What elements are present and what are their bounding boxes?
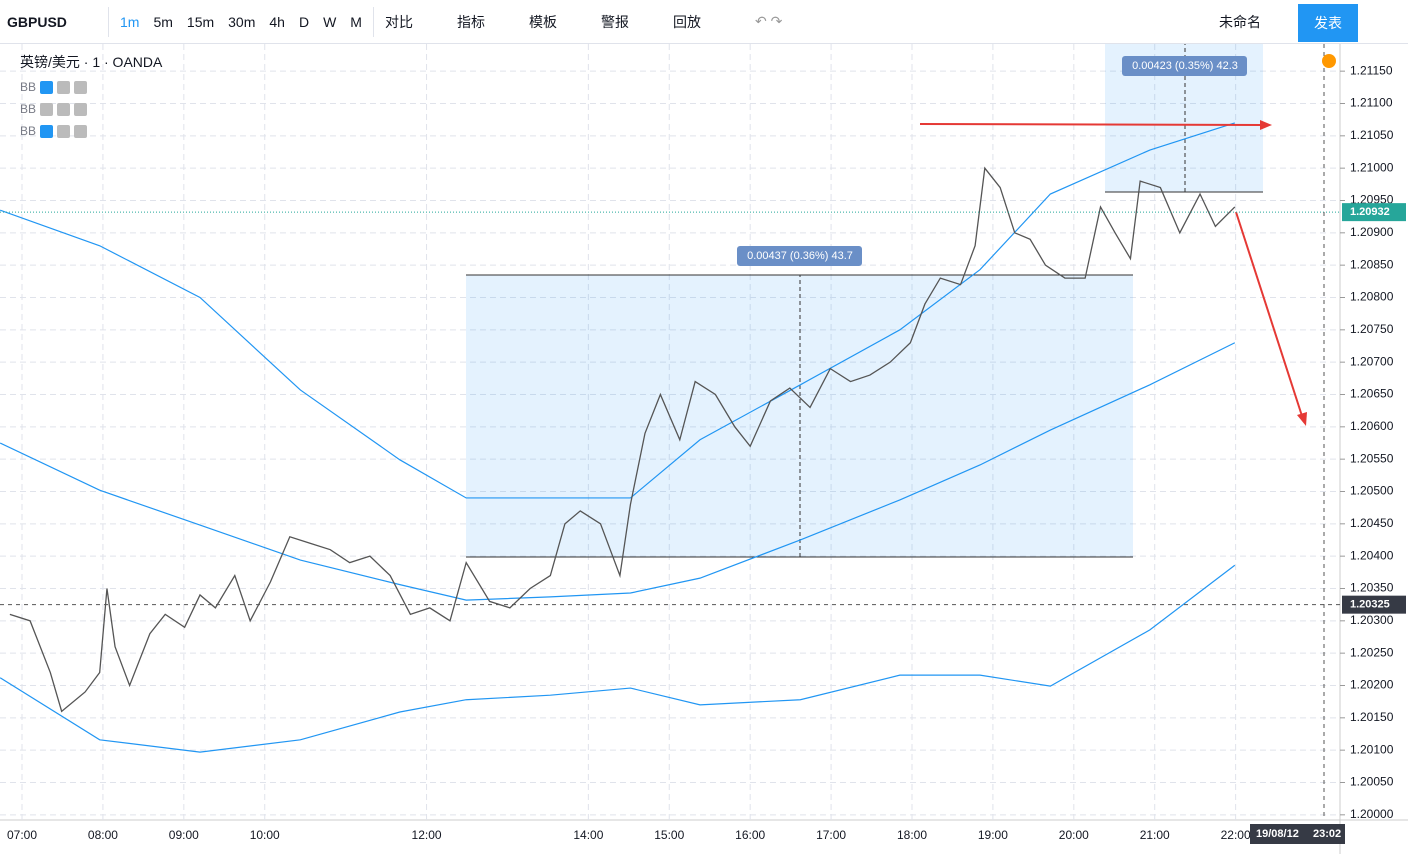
bollinger-band bbox=[0, 122, 1236, 499]
indicator-icon[interactable] bbox=[40, 80, 54, 94]
separator bbox=[372, 6, 374, 37]
measure-label: 0.00437 (0.36%) 43.7 bbox=[747, 250, 853, 262]
interval[interactable]: 4h bbox=[269, 13, 285, 30]
indicator-icon[interactable] bbox=[74, 102, 88, 116]
y-tick-label: 1.20450 bbox=[1350, 516, 1394, 530]
tool-button[interactable]: 对比 bbox=[384, 13, 413, 30]
y-tick-label: 1.20900 bbox=[1350, 225, 1394, 239]
measure-label-bg bbox=[737, 246, 862, 266]
cursor-time: 23:02 bbox=[1313, 828, 1341, 840]
drawn-arrow bbox=[919, 123, 1263, 126]
publish-button[interactable]: 发表 bbox=[1298, 4, 1358, 42]
symbol[interactable]: GBPUSD bbox=[7, 13, 67, 30]
indicator-icon[interactable] bbox=[74, 80, 88, 94]
x-tick-label: 19:00 bbox=[978, 828, 1008, 842]
y-tick-label: 1.20300 bbox=[1350, 613, 1394, 627]
legend-title: 英镑/美元 · 1 · OANDA bbox=[20, 54, 163, 70]
y-tick-label: 1.20350 bbox=[1350, 581, 1394, 595]
chart: 1.20000 1.20050 1.20100 1.20150 1.20200 1.202… bbox=[0, 44, 1408, 854]
indicator-icon[interactable] bbox=[40, 102, 54, 116]
x-tick-label: 08:00 bbox=[88, 828, 118, 842]
y-tick-label: 1.20250 bbox=[1350, 645, 1394, 659]
y-tick-label: 1.20500 bbox=[1350, 484, 1394, 498]
interval[interactable]: 30m bbox=[228, 13, 256, 30]
y-tick-label: 1.21100 bbox=[1350, 96, 1393, 110]
cursor-time-tag bbox=[1250, 824, 1345, 844]
x-tick-label: 10:00 bbox=[250, 828, 280, 842]
tool-button[interactable]: 指标 bbox=[456, 13, 485, 30]
x-tick-label: 07:00 bbox=[7, 828, 37, 842]
arrow-head bbox=[1260, 120, 1272, 130]
y-tick-label: 1.20050 bbox=[1350, 775, 1394, 789]
y-tick-label: 1.20400 bbox=[1350, 548, 1394, 562]
interval[interactable]: M bbox=[350, 13, 362, 30]
indicator-icon[interactable] bbox=[40, 124, 54, 138]
y-tick-label: 1.21000 bbox=[1350, 160, 1394, 174]
indicator-name: BB bbox=[20, 80, 37, 94]
cursor-price-label: 1.20325 bbox=[1350, 599, 1390, 611]
tools: 对比 指标 模板 警报 回放 bbox=[378, 12, 708, 32]
indicator-icon[interactable] bbox=[57, 102, 71, 116]
interval[interactable]: 1m bbox=[120, 13, 140, 30]
y-tick-label: 1.20650 bbox=[1350, 387, 1394, 401]
drawn-arrow bbox=[1235, 211, 1303, 417]
bollinger-band bbox=[0, 342, 1236, 601]
x-tick-label: 14:00 bbox=[573, 828, 603, 842]
arrow-head bbox=[1297, 412, 1307, 426]
toolbar: GBPUSD 1m 5m 15m 30m 4h D W M 对比 指标 模板 警报 回放 ↶ ↷ 未命… bbox=[0, 0, 1408, 44]
x-tick-label: 12:00 bbox=[412, 828, 442, 842]
y-tick-label: 1.20850 bbox=[1350, 257, 1394, 271]
y-tick-label: 1.21050 bbox=[1350, 128, 1394, 142]
interval[interactable]: 5m bbox=[153, 13, 173, 30]
interval[interactable]: 15m bbox=[186, 13, 215, 30]
x-tick-label: 17:00 bbox=[816, 828, 846, 842]
tool-button[interactable]: 警报 bbox=[600, 13, 629, 30]
y-tick-label: 1.20750 bbox=[1350, 322, 1394, 336]
intervals: 1m 5m 15m 30m 4h D W M bbox=[113, 14, 369, 30]
y-tick-label: 1.20800 bbox=[1350, 290, 1394, 304]
last-price-label: 1.20932 bbox=[1350, 206, 1390, 218]
interval[interactable]: D bbox=[298, 13, 310, 30]
indicator-row: BB bbox=[20, 80, 162, 94]
alert-icon bbox=[1322, 54, 1336, 68]
legend: 英镑/美元 · 1 · OANDA BB BB BB bbox=[20, 52, 162, 138]
x-tick-label: 20:00 bbox=[1059, 828, 1089, 842]
indicator-icon[interactable] bbox=[74, 124, 88, 138]
y-tick-label: 1.21150 bbox=[1350, 63, 1393, 77]
x-tick-label: 18:00 bbox=[897, 828, 927, 842]
indicator-row: BB bbox=[20, 102, 162, 116]
y-tick-label: 1.20200 bbox=[1350, 678, 1394, 692]
y-tick-label: 1.20100 bbox=[1350, 742, 1394, 756]
tool-button[interactable]: 模板 bbox=[528, 13, 557, 30]
cursor-date: 19/08/12 bbox=[1256, 828, 1299, 840]
x-tick-label: 21:00 bbox=[1140, 828, 1170, 842]
indicator-row: BB bbox=[20, 124, 162, 138]
undo-redo[interactable]: ↶ ↷ bbox=[754, 13, 783, 29]
indicator-name: BB bbox=[20, 124, 37, 138]
tool-button[interactable]: 回放 bbox=[672, 13, 701, 30]
y-tick-label: 1.20600 bbox=[1350, 419, 1394, 433]
y-tick-label: 1.20150 bbox=[1350, 710, 1394, 724]
x-tick-label: 15:00 bbox=[654, 828, 684, 842]
indicator-icon[interactable] bbox=[57, 80, 71, 94]
measure-label: 0.00423 (0.35%) 42.3 bbox=[1132, 60, 1238, 72]
price-axis bbox=[1340, 44, 1408, 854]
price-line bbox=[9, 166, 1236, 713]
x-tick-label: 09:00 bbox=[169, 828, 199, 842]
separator bbox=[108, 6, 109, 37]
last-price-tag bbox=[1342, 203, 1406, 222]
y-tick-label: 1.20000 bbox=[1350, 807, 1394, 821]
x-tick-label: 16:00 bbox=[735, 828, 765, 842]
measure-label-bg bbox=[1122, 56, 1247, 76]
indicator-icon[interactable] bbox=[57, 124, 71, 138]
x-tick-label: 22:00 bbox=[1221, 828, 1251, 842]
layout-name[interactable]: 未命名 bbox=[1219, 13, 1261, 30]
y-tick-label: 1.20550 bbox=[1350, 451, 1394, 465]
y-tick-label: 1.20700 bbox=[1350, 354, 1394, 368]
interval[interactable]: W bbox=[323, 13, 337, 30]
cursor-price-tag bbox=[1342, 595, 1406, 614]
bollinger-band bbox=[0, 564, 1236, 753]
indicator-name: BB bbox=[20, 102, 37, 116]
